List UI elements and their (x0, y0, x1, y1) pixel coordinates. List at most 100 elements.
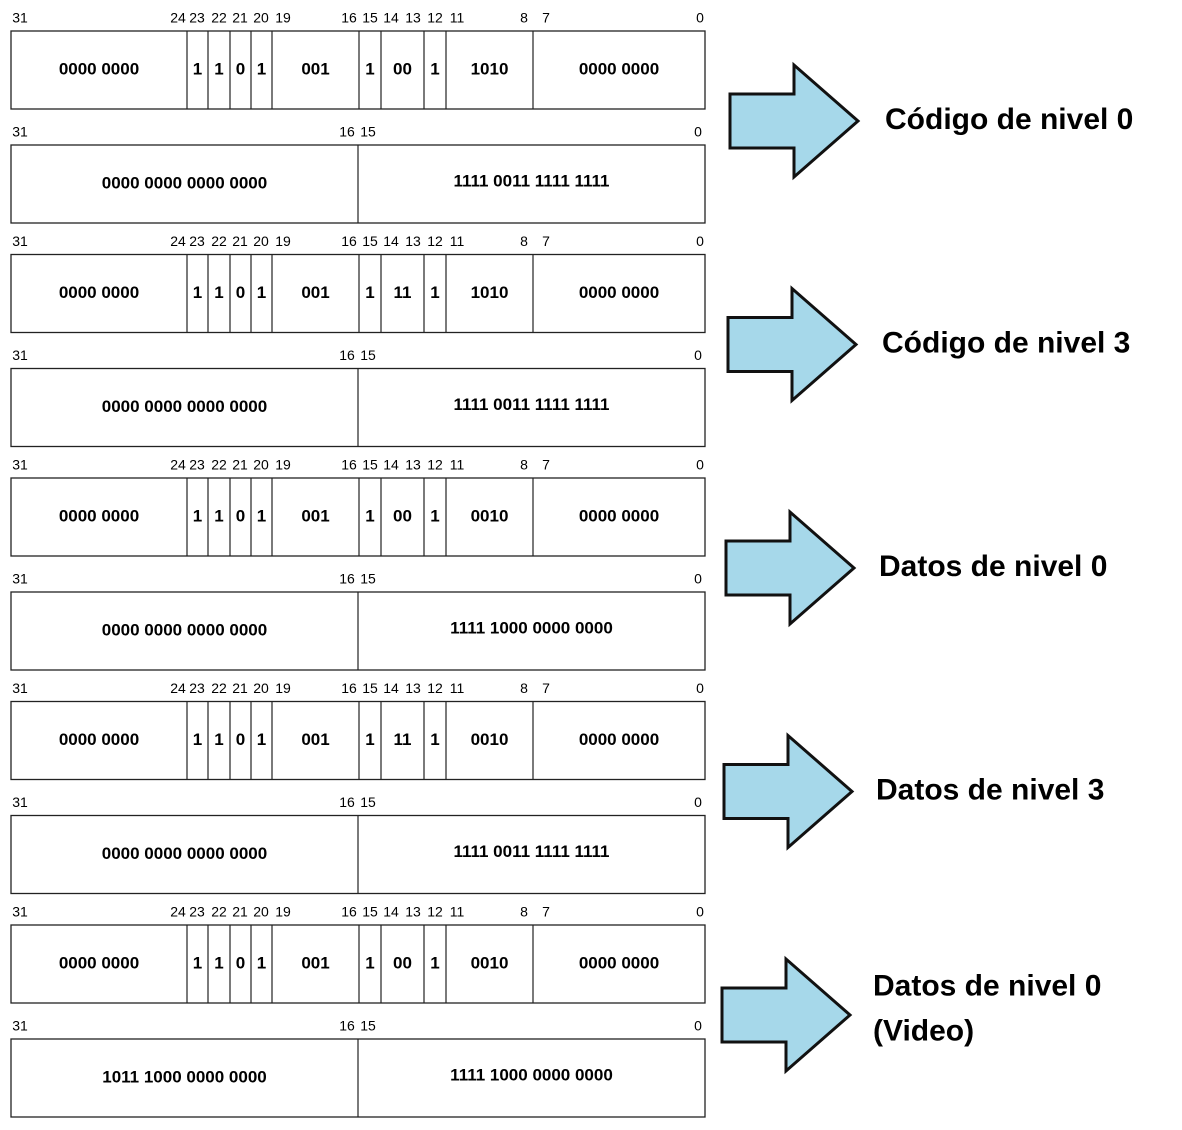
field-value: 1010 (471, 59, 509, 78)
field-value: 1 (365, 953, 374, 972)
field-value: 0000 0000 (579, 953, 659, 972)
field-value: 1 (214, 506, 223, 525)
bit-number: 31 (12, 124, 28, 140)
bit-number: 0 (696, 457, 704, 473)
bit-number: 16 (339, 1018, 355, 1034)
bit-number: 23 (189, 904, 205, 920)
bit-number: 19 (275, 457, 291, 473)
field-value: 1 (193, 59, 202, 78)
bit-number: 16 (341, 904, 357, 920)
bit-number: 23 (189, 10, 205, 26)
field-value: 1 (214, 730, 223, 749)
bit-number: 14 (383, 680, 399, 696)
bit-number: 12 (427, 680, 443, 696)
field-value: 1111 0011 1111 1111 (453, 842, 609, 861)
bit-number: 14 (383, 10, 399, 26)
bit-number: 14 (383, 904, 399, 920)
high-word-box (10, 253, 706, 334)
bit-number: 7 (542, 457, 550, 473)
field-value: 0010 (471, 730, 509, 749)
bit-number: 13 (405, 10, 421, 26)
bit-number: 20 (253, 457, 269, 473)
bit-number: 13 (405, 457, 421, 473)
bit-number: 22 (211, 457, 227, 473)
bit-number: 15 (360, 794, 376, 810)
bit-number: 15 (362, 233, 378, 249)
bit-number: 7 (542, 10, 550, 26)
field-value: 1 (430, 59, 439, 78)
bit-number: 11 (450, 10, 465, 26)
bit-number: 12 (427, 904, 443, 920)
bit-number: 0 (694, 347, 702, 363)
arrow (720, 955, 853, 1075)
field-value: 1 (193, 283, 202, 302)
bit-number: 11 (450, 457, 465, 473)
bit-number: 7 (542, 904, 550, 920)
bit-number: 23 (189, 233, 205, 249)
field-value: 1010 (471, 283, 509, 302)
field-value: 00 (393, 506, 412, 525)
bit-number: 31 (12, 10, 28, 26)
field-value: 1 (214, 953, 223, 972)
bit-number: 19 (275, 904, 291, 920)
field-value: 0000 0000 (59, 730, 139, 749)
field-value: 0 (236, 730, 245, 749)
bit-number: 22 (211, 233, 227, 249)
field-value: 1 (365, 283, 374, 302)
arrow (722, 732, 855, 851)
field-value: 0000 0000 0000 0000 (102, 844, 267, 863)
bit-number: 11 (450, 233, 465, 249)
bit-number: 15 (362, 904, 378, 920)
bit-number: 0 (696, 233, 704, 249)
bit-number: 31 (12, 1018, 28, 1034)
field-value: 00 (393, 59, 412, 78)
bit-number: 19 (275, 233, 291, 249)
bit-number: 16 (341, 457, 357, 473)
bit-number: 11 (450, 680, 465, 696)
high-word-box (10, 700, 706, 781)
arrow (726, 285, 859, 404)
field-value: 00 (393, 953, 412, 972)
field-value: 0000 0000 (59, 506, 139, 525)
bit-number: 24 (170, 904, 186, 920)
arrow (724, 508, 857, 628)
field-value: 1 (430, 283, 439, 302)
bit-number: 11 (450, 904, 465, 920)
field-value: 001 (301, 953, 329, 972)
field-value: 0010 (471, 506, 509, 525)
field-value: 1 (193, 730, 202, 749)
bit-number: 23 (189, 457, 205, 473)
field-value: 11 (394, 283, 412, 302)
bit-number: 8 (520, 233, 528, 249)
bit-number: 20 (253, 233, 269, 249)
field-value: 0000 0000 (579, 283, 659, 302)
descriptor-label: Datos de nivel 0 (879, 550, 1107, 583)
bit-number: 21 (232, 680, 248, 696)
field-value: 11 (394, 730, 412, 749)
field-value: 0000 0000 (59, 953, 139, 972)
bit-number: 21 (232, 233, 248, 249)
field-value: 1 (214, 283, 223, 302)
bit-number: 13 (405, 904, 421, 920)
field-value: 0 (236, 59, 245, 78)
bit-number: 24 (170, 233, 186, 249)
arrow (728, 61, 861, 181)
field-value: 1111 1000 0000 0000 (450, 1065, 613, 1084)
bit-number: 13 (405, 233, 421, 249)
bit-number: 31 (12, 457, 28, 473)
bit-number: 31 (12, 571, 28, 587)
field-value: 1 (193, 506, 202, 525)
field-value: 1111 0011 1111 1111 (453, 171, 609, 190)
field-value: 0000 0000 (59, 59, 139, 78)
field-value: 0000 0000 (579, 59, 659, 78)
descriptor-label: Datos de nivel 3 (876, 773, 1104, 806)
bit-number: 14 (383, 457, 399, 473)
field-value: 0000 0000 (579, 730, 659, 749)
field-value: 001 (301, 506, 329, 525)
bit-number: 16 (341, 10, 357, 26)
bit-number: 31 (12, 347, 28, 363)
field-value: 0000 0000 (579, 506, 659, 525)
